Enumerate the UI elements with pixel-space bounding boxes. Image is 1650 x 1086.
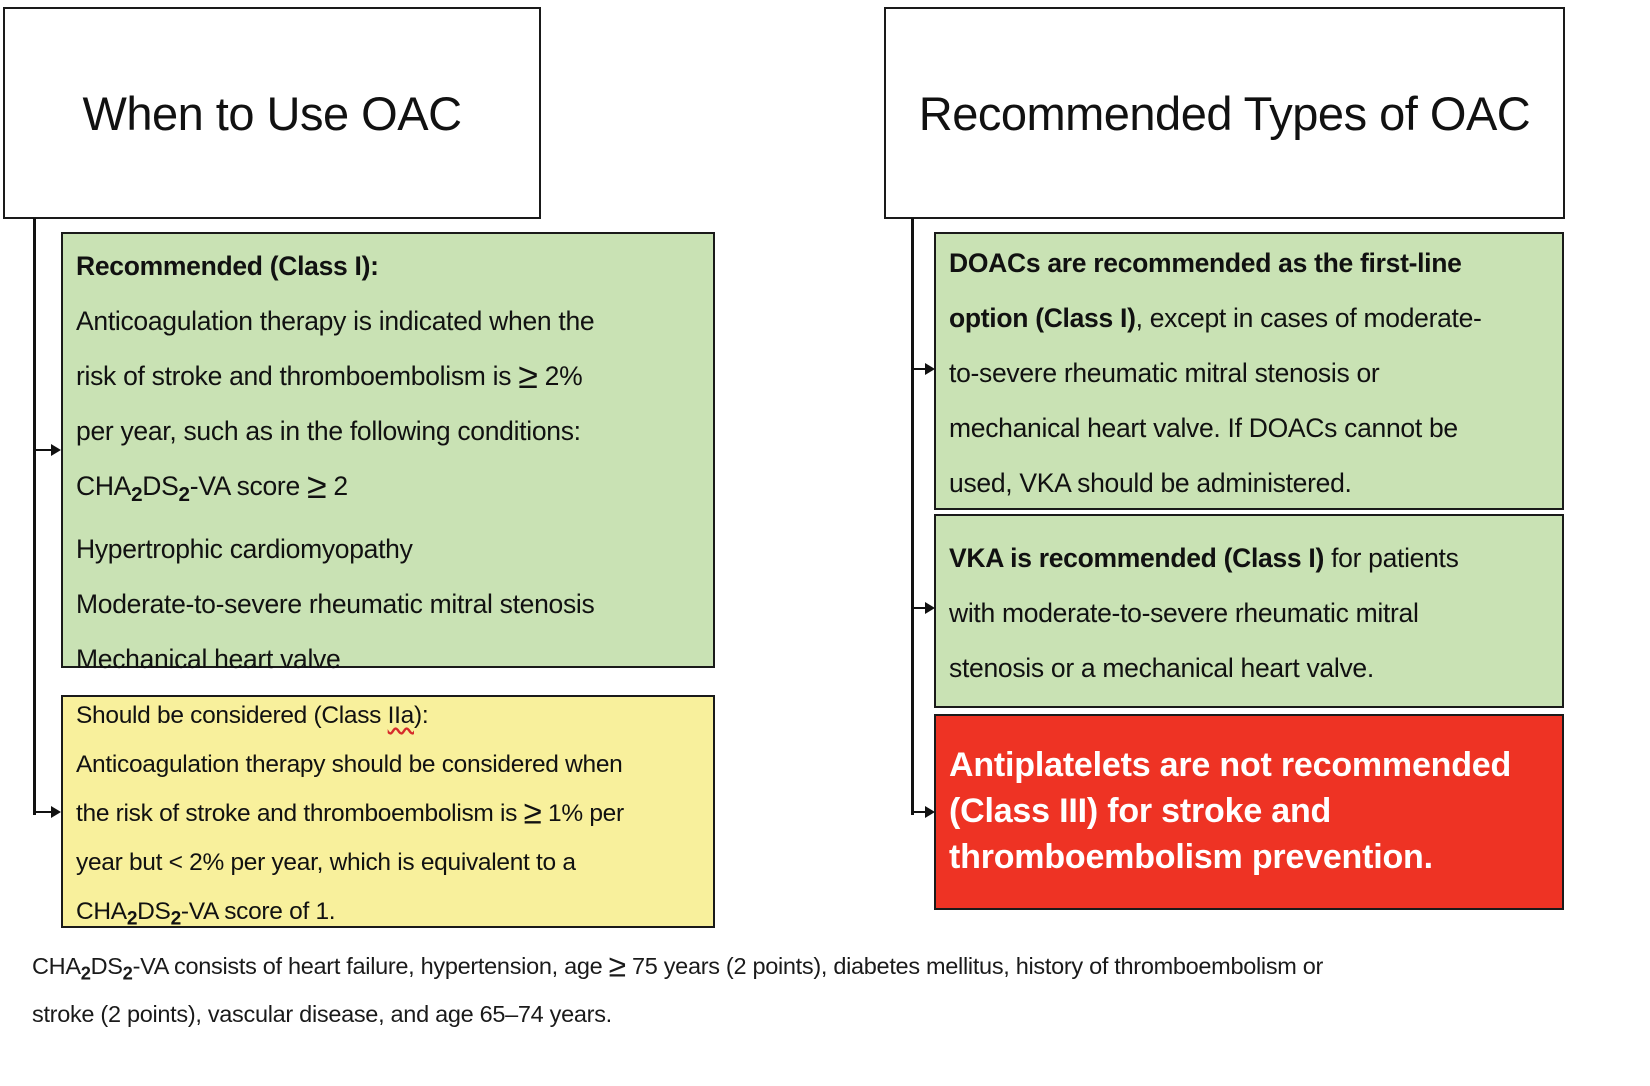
doac-line: mechanical heart valve. If DOACs cannot … <box>949 413 1458 443</box>
greater-equal-icon: ≥ <box>518 355 538 396</box>
recommended-class-i-box: Recommended (Class I): Anticoagulation t… <box>61 232 715 674</box>
considered-line: year but < 2% per year, which is equival… <box>76 849 576 876</box>
header-title: Recommended Types of OAC <box>918 86 1531 140</box>
greater-equal-icon: ≥ <box>608 947 626 984</box>
when-to-use-oac-header: When to Use OAC <box>3 7 541 219</box>
recommended-types-of-oac-header: Recommended Types of OAC <box>884 7 1565 219</box>
condition-item: Hypertrophic cardiomyopathy <box>76 534 413 565</box>
recommended-line: per year, such as in the following condi… <box>76 416 581 446</box>
doac-recommendation-box: DOACs are recommended as the first-line … <box>934 232 1564 510</box>
footnote-line-2: stroke (2 points), vascular disease, and… <box>32 1001 612 1027</box>
recommended-line: risk of stroke and thromboembolism is ≥ … <box>76 355 583 396</box>
doac-line: to-severe rheumatic mitral stenosis or <box>949 358 1380 388</box>
vka-line: stenosis or a mechanical heart valve. <box>949 653 1374 683</box>
footnote-line-1: CHA2DS2-VA consists of heart failure, hy… <box>32 947 1324 984</box>
recommended-line: Anticoagulation therapy is indicated whe… <box>76 306 595 336</box>
right-branch-1 <box>913 368 927 370</box>
arrow-right-icon <box>51 806 61 818</box>
doac-line: DOACs are recommended as the first-line <box>949 248 1462 278</box>
doac-line: used, VKA should be administered. <box>949 468 1352 498</box>
antiplatelet-line: Antiplatelets are not recommended <box>949 746 1512 784</box>
right-branch-3 <box>913 811 927 813</box>
considered-line: the risk of stroke and thromboembolism i… <box>76 794 624 832</box>
vka-recommendation-box: VKA is recommended (Class I) for patient… <box>934 514 1564 708</box>
header-title: When to Use OAC <box>82 86 462 140</box>
arrow-right-icon <box>925 806 935 818</box>
greater-equal-icon: ≥ <box>523 794 542 832</box>
antiplatelet-line: thromboembolism prevention. <box>949 838 1433 876</box>
should-be-considered-class-iia-box: Should be considered (Class IIa): Antico… <box>61 695 715 930</box>
left-branch-1 <box>35 449 53 451</box>
antiplatelets-not-recommended-box: Antiplatelets are not recommended (Class… <box>934 714 1564 910</box>
left-connector-line <box>33 218 36 815</box>
considered-line: CHA2DS2-VA score of 1. <box>76 898 336 930</box>
greater-equal-icon: ≥ <box>306 465 327 506</box>
considered-line: Anticoagulation therapy should be consid… <box>76 751 623 778</box>
right-connector-line <box>911 218 914 815</box>
antiplatelet-line: (Class III) for stroke and <box>949 792 1332 830</box>
considered-heading: Should be considered (Class IIa): <box>76 702 429 729</box>
condition-item: Mechanical heart valve <box>76 644 341 675</box>
arrow-right-icon <box>925 363 935 375</box>
doac-line: option (Class I), except in cases of mod… <box>949 303 1482 333</box>
score-condition: CHA2DS2-VA score ≥ 2 <box>76 465 348 507</box>
condition-item: Moderate-to-severe rheumatic mitral sten… <box>76 589 595 620</box>
vka-line: with moderate-to-severe rheumatic mitral <box>949 598 1419 628</box>
right-branch-2 <box>913 607 927 609</box>
vka-line: VKA is recommended (Class I) for patient… <box>949 543 1459 573</box>
arrow-right-icon <box>51 444 61 456</box>
recommended-heading: Recommended (Class I): <box>76 251 379 281</box>
left-branch-2 <box>35 811 53 813</box>
arrow-right-icon <box>925 602 935 614</box>
